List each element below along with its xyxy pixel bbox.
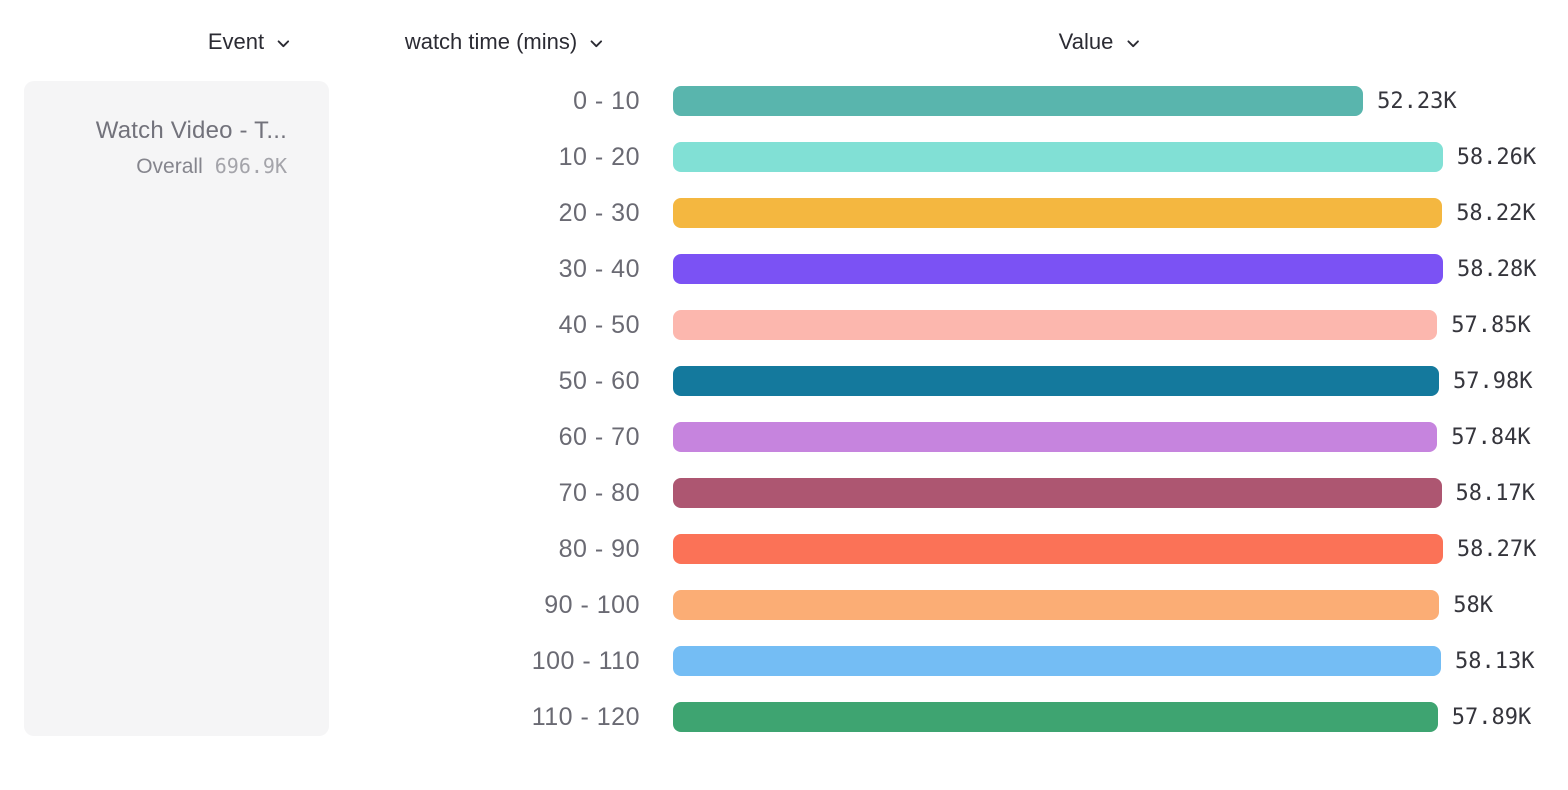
bucket-label: 70 - 80 bbox=[558, 478, 640, 507]
value-label: 52.23K bbox=[1377, 88, 1457, 114]
event-card[interactable]: Watch Video - T... Overall 696.9K bbox=[24, 81, 329, 736]
column-header-value-label: Value bbox=[1058, 29, 1114, 54]
chevron-down-icon bbox=[588, 35, 605, 52]
chart-row: 40 - 50 57.85K bbox=[0, 297, 1568, 353]
bucket-label: 110 - 120 bbox=[531, 702, 640, 731]
chart-row: 10 - 20 58.26K bbox=[0, 129, 1568, 185]
bucket-label: 0 - 10 bbox=[573, 86, 640, 115]
bar[interactable] bbox=[673, 478, 1442, 508]
chart-row: 110 - 120 57.89K bbox=[0, 689, 1568, 745]
bar[interactable] bbox=[673, 646, 1441, 676]
bar[interactable] bbox=[673, 590, 1440, 620]
column-header-event-label: Event bbox=[207, 29, 265, 54]
bar[interactable] bbox=[673, 198, 1443, 228]
value-label: 58.27K bbox=[1456, 536, 1537, 562]
bucket-label: 80 - 90 bbox=[558, 534, 640, 563]
column-header-event[interactable]: Event bbox=[208, 29, 292, 55]
value-label: 57.85K bbox=[1451, 312, 1531, 338]
bar-chart: 0 - 10 52.23K 10 - 20 58.26K 20 - 30 58.22K 30… bbox=[0, 73, 1568, 745]
value-label: 58K bbox=[1453, 592, 1494, 618]
column-header-watch-time[interactable]: watch time (mins) bbox=[405, 29, 605, 55]
chart-row: 100 - 110 58.13K bbox=[0, 633, 1568, 689]
chart-row: 50 - 60 57.98K bbox=[0, 353, 1568, 409]
column-header-watch-time-label: watch time (mins) bbox=[404, 29, 578, 54]
bucket-label: 30 - 40 bbox=[558, 254, 640, 283]
bucket-label: 60 - 70 bbox=[558, 422, 640, 451]
bucket-label: 40 - 50 bbox=[558, 310, 640, 339]
bar[interactable] bbox=[673, 534, 1443, 564]
value-label: 58.17K bbox=[1455, 480, 1535, 506]
bar[interactable] bbox=[673, 422, 1438, 452]
value-label: 57.98K bbox=[1453, 368, 1533, 394]
value-label: 58.28K bbox=[1457, 256, 1537, 282]
bar[interactable] bbox=[673, 254, 1443, 284]
value-label: 58.22K bbox=[1456, 200, 1536, 226]
bar[interactable] bbox=[673, 310, 1438, 340]
bucket-label: 50 - 60 bbox=[558, 366, 640, 395]
bucket-label: 90 - 100 bbox=[544, 590, 640, 619]
bar[interactable] bbox=[673, 702, 1438, 732]
value-label: 57.89K bbox=[1451, 704, 1532, 730]
overall-label: Overall bbox=[136, 155, 203, 178]
bar[interactable] bbox=[673, 142, 1443, 172]
chart-row: 60 - 70 57.84K bbox=[0, 409, 1568, 465]
chart-row: 90 - 100 58K bbox=[0, 577, 1568, 633]
chevron-down-icon bbox=[275, 35, 292, 52]
bucket-label: 10 - 20 bbox=[558, 142, 640, 171]
value-label: 57.84K bbox=[1451, 424, 1531, 450]
chart-row: 70 - 80 58.17K bbox=[0, 465, 1568, 521]
event-title: Watch Video - T... bbox=[95, 117, 287, 144]
chart-row: 20 - 30 58.22K bbox=[0, 185, 1568, 241]
column-header-value[interactable]: Value bbox=[1059, 29, 1142, 55]
chart-row: 0 - 10 52.23K bbox=[0, 73, 1568, 129]
bucket-label: 100 - 110 bbox=[531, 646, 640, 675]
value-label: 58.13K bbox=[1455, 648, 1535, 674]
chart-row: 30 - 40 58.28K bbox=[0, 241, 1568, 297]
chevron-down-icon bbox=[1124, 35, 1141, 52]
overall-value: 696.9K bbox=[214, 154, 287, 178]
bucket-label: 20 - 30 bbox=[558, 198, 640, 227]
chart-row: 80 - 90 58.27K bbox=[0, 521, 1568, 577]
bar[interactable] bbox=[673, 366, 1439, 396]
bar[interactable] bbox=[673, 86, 1364, 116]
event-overall-row: Overall 696.9K bbox=[40, 154, 287, 179]
value-label: 58.26K bbox=[1456, 144, 1537, 170]
